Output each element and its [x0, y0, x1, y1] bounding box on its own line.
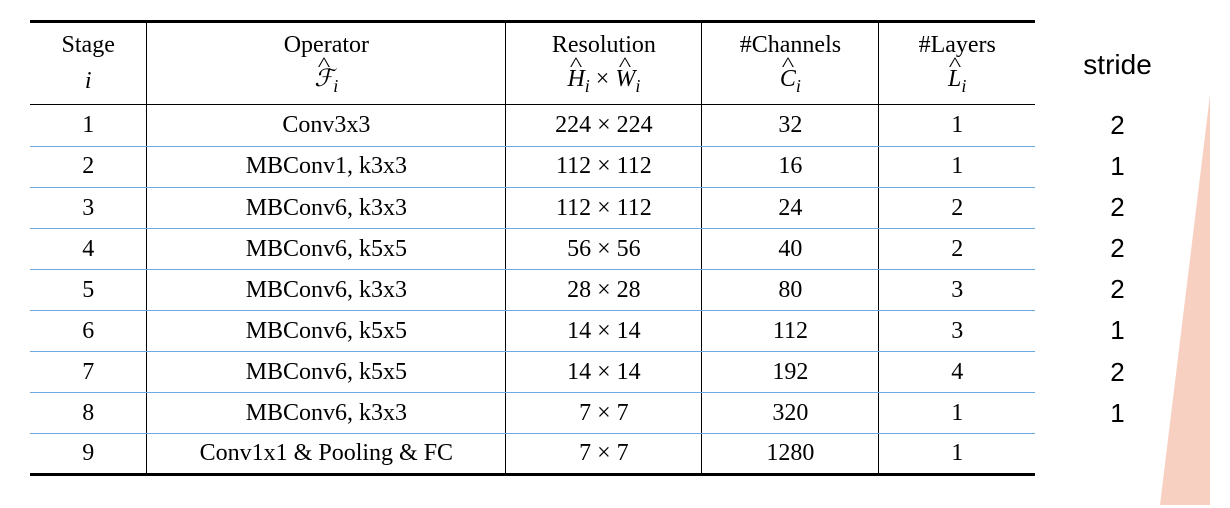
cell-layers: 2	[879, 228, 1035, 269]
header-stage-sub: i	[30, 63, 147, 105]
cell-stage: 9	[30, 434, 147, 474]
cell-channels: 320	[702, 393, 879, 434]
table-row: 2MBConv1, k3x3112 × 1121611	[30, 146, 1200, 187]
cell-channels: 80	[702, 269, 879, 310]
header-stride: stride	[1035, 22, 1200, 105]
cell-stage: 3	[30, 187, 147, 228]
cell-operator: MBConv6, k3x3	[147, 393, 506, 434]
cell-layers: 1	[879, 105, 1035, 146]
cell-resolution: 7 × 7	[506, 393, 702, 434]
cell-stride	[1035, 434, 1200, 474]
cell-resolution: 224 × 224	[506, 105, 702, 146]
cell-stage: 1	[30, 105, 147, 146]
cell-operator: Conv3x3	[147, 105, 506, 146]
header-layers-sub: Li	[879, 63, 1035, 105]
cell-operator: Conv1x1 & Pooling & FC	[147, 434, 506, 474]
cell-operator: MBConv6, k5x5	[147, 228, 506, 269]
cell-layers: 3	[879, 310, 1035, 351]
cell-resolution: 14 × 14	[506, 352, 702, 393]
cell-stride: 1	[1035, 146, 1200, 187]
cell-stride: 1	[1035, 310, 1200, 351]
cell-layers: 3	[879, 269, 1035, 310]
table-row: 9Conv1x1 & Pooling & FC7 × 712801	[30, 434, 1200, 474]
table-row: 8MBConv6, k3x37 × 732011	[30, 393, 1200, 434]
header-row-2: i ℱi Hi × Wi Ci Li	[30, 63, 1200, 105]
cell-resolution: 56 × 56	[506, 228, 702, 269]
table-row: 6MBConv6, k5x514 × 1411231	[30, 310, 1200, 351]
cell-layers: 4	[879, 352, 1035, 393]
cell-stage: 2	[30, 146, 147, 187]
header-stage: Stage	[30, 22, 147, 64]
cell-resolution: 28 × 28	[506, 269, 702, 310]
cell-resolution: 112 × 112	[506, 146, 702, 187]
table-body: 1Conv3x3224 × 22432122MBConv1, k3x3112 ×…	[30, 105, 1200, 474]
cell-stride: 1	[1035, 393, 1200, 434]
cell-layers: 1	[879, 146, 1035, 187]
cell-layers: 1	[879, 393, 1035, 434]
header-resolution-sub: Hi × Wi	[506, 63, 702, 105]
cell-stage: 4	[30, 228, 147, 269]
cell-channels: 40	[702, 228, 879, 269]
cell-channels: 16	[702, 146, 879, 187]
cell-stage: 8	[30, 393, 147, 434]
header-resolution: Resolution	[506, 22, 702, 64]
table-row: 7MBConv6, k5x514 × 1419242	[30, 352, 1200, 393]
cell-operator: MBConv6, k5x5	[147, 352, 506, 393]
table-row: 4MBConv6, k5x556 × 564022	[30, 228, 1200, 269]
cell-channels: 112	[702, 310, 879, 351]
cell-channels: 192	[702, 352, 879, 393]
table-row: 5MBConv6, k3x328 × 288032	[30, 269, 1200, 310]
architecture-table-wrapper: Stage Operator Resolution #Channels #Lay…	[30, 20, 1200, 476]
cell-stage: 7	[30, 352, 147, 393]
cell-stage: 5	[30, 269, 147, 310]
cell-operator: MBConv6, k5x5	[147, 310, 506, 351]
cell-channels: 24	[702, 187, 879, 228]
cell-resolution: 14 × 14	[506, 310, 702, 351]
cell-resolution: 7 × 7	[506, 434, 702, 474]
cell-stride: 2	[1035, 228, 1200, 269]
cell-operator: MBConv6, k3x3	[147, 269, 506, 310]
cell-stage: 6	[30, 310, 147, 351]
cell-resolution: 112 × 112	[506, 187, 702, 228]
cell-layers: 2	[879, 187, 1035, 228]
cell-stride: 2	[1035, 269, 1200, 310]
architecture-table: Stage Operator Resolution #Channels #Lay…	[30, 20, 1200, 476]
header-operator-sub: ℱi	[147, 63, 506, 105]
cell-stride: 2	[1035, 105, 1200, 146]
cell-channels: 1280	[702, 434, 879, 474]
table-row: 3MBConv6, k3x3112 × 1122422	[30, 187, 1200, 228]
cell-stride: 2	[1035, 352, 1200, 393]
cell-stride: 2	[1035, 187, 1200, 228]
header-channels-sub: Ci	[702, 63, 879, 105]
cell-operator: MBConv1, k3x3	[147, 146, 506, 187]
cell-channels: 32	[702, 105, 879, 146]
cell-operator: MBConv6, k3x3	[147, 187, 506, 228]
cell-layers: 1	[879, 434, 1035, 474]
table-row: 1Conv3x3224 × 2243212	[30, 105, 1200, 146]
header-row-1: Stage Operator Resolution #Channels #Lay…	[30, 22, 1200, 64]
